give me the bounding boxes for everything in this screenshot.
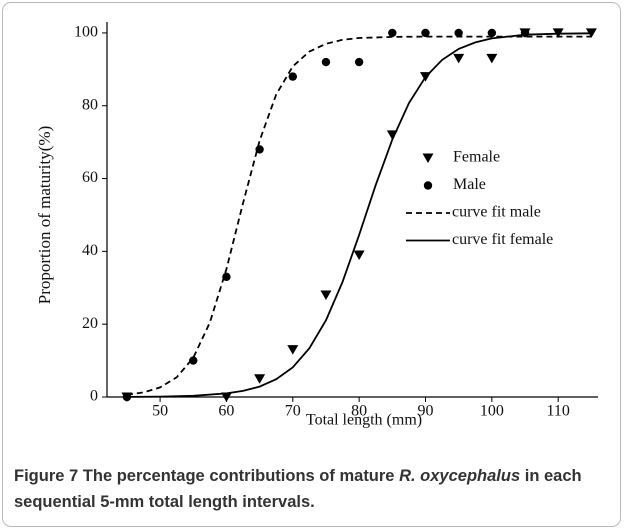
x-tick-label: 60 [218, 403, 234, 420]
x-tick-label: 70 [285, 403, 301, 420]
caption-text: in each sequential 5-mm total length int… [14, 467, 582, 511]
fit-curve [126, 32, 592, 398]
y-tick-label: 40 [82, 242, 98, 259]
data-point [388, 28, 397, 38]
legend-label: Male [453, 176, 486, 193]
x-tick-label: 80 [351, 403, 367, 420]
data-point [321, 57, 331, 67]
data-point [486, 53, 498, 64]
data-point [254, 374, 266, 384]
y-axis-label: Proportion of maturity(%) [35, 126, 54, 304]
data-point [487, 28, 497, 38]
data-point [220, 392, 232, 402]
data-point [222, 272, 231, 282]
caption: Figure 7 The percentage contributions of… [14, 463, 614, 515]
legend-marker [423, 181, 433, 190]
caption-label: Figure 7 [14, 467, 79, 485]
data-point [320, 290, 332, 301]
data-point [288, 72, 297, 81]
y-tick-label: 20 [82, 315, 98, 332]
data-point [189, 356, 198, 365]
data-point [454, 28, 463, 38]
data-point [353, 250, 365, 261]
caption-text: The percentage contributions of mature [82, 467, 395, 485]
x-axis-label: Total length (mm) [306, 412, 422, 429]
x-tick-label: 90 [417, 403, 433, 420]
y-tick-label: 80 [82, 96, 98, 113]
x-tick-label: 110 [546, 403, 569, 420]
legend-marker [422, 153, 434, 163]
x-tick-label: 100 [480, 403, 504, 420]
figure-frame [2, 2, 621, 527]
fit-curve [126, 35, 592, 396]
y-tick-label: 0 [90, 388, 98, 405]
data-point [287, 345, 299, 355]
data-point [354, 57, 364, 67]
x-tick-label: 50 [152, 403, 168, 420]
data-point [453, 53, 465, 64]
data-point [421, 28, 430, 38]
y-tick-label: 100 [74, 24, 98, 41]
legend-label: curve fit female [452, 231, 553, 248]
y-tick-label: 60 [82, 169, 98, 186]
legend-label: Female [453, 149, 500, 166]
caption-species: R. oxycephalus [399, 467, 521, 485]
legend-label: curve fit male [452, 204, 541, 221]
